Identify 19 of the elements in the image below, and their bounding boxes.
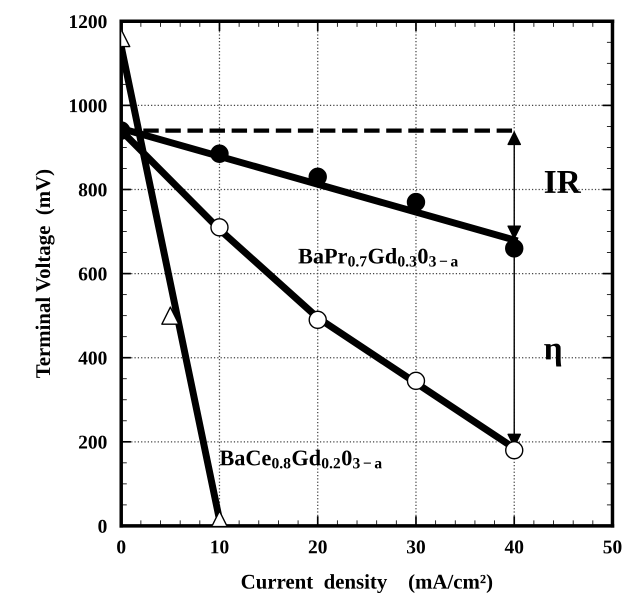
y-tick-label: 0	[98, 520, 107, 533]
y-tick-label: 800	[78, 183, 107, 196]
x-tick-label: 40	[504, 540, 524, 554]
y-axis-title: Terminal Voltage (mV)	[35, 170, 55, 378]
y-tick-label: 200	[78, 436, 107, 449]
annotation: η	[544, 344, 562, 366]
x-tick-label: 30	[406, 540, 425, 554]
x-tick-label: 20	[308, 540, 327, 554]
y-tick-label: 1000	[70, 99, 107, 112]
x-axis-title: Current density (mA/cm²)	[242, 574, 492, 594]
x-tick-label: 10	[211, 540, 228, 554]
y-tick-label: 1200	[70, 15, 107, 28]
annotation: BaPr$_{0.7}$Gd$_{0.3}$0$_{3−a}$	[298, 248, 458, 267]
annotation: IR	[544, 171, 582, 193]
annotation: BaCe$_{0.8}$Gd$_{0.2}$0$_{3−a}$	[220, 450, 382, 469]
y-tick-label: 400	[78, 352, 107, 365]
x-tick-label: 50	[604, 540, 622, 554]
x-tick-label: 0	[117, 540, 126, 554]
y-tick-label: 600	[78, 267, 107, 281]
